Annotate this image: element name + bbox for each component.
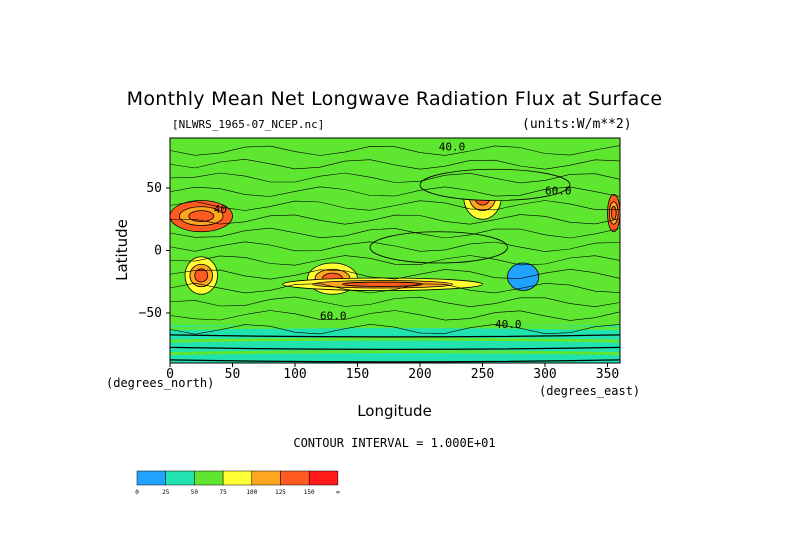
chart-title: Monthly Mean Net Longwave Radiation Flux… [126, 88, 663, 110]
contour-line-6 [170, 227, 620, 239]
colorbar: 0 25 50 75 100 125 150 ∞ [135, 470, 340, 496]
x-tick-label-6: 300 [533, 367, 556, 382]
colorbar-label-6: 150 [304, 489, 315, 496]
region-10-stripe-2 [170, 337, 620, 343]
region-8 [369, 231, 508, 264]
y-unit-label: (degrees_north) [106, 376, 215, 390]
colorbar-label-5: 125 [275, 489, 286, 496]
region-3-core [610, 206, 617, 220]
colorbar-label-7: ∞ [336, 489, 340, 496]
region-10-stripe-4 [170, 350, 620, 356]
contour-label-4: 40.0 [495, 318, 522, 331]
plot-area: 40.0 40 60.0 60.0 40.0 [170, 138, 620, 363]
colorbar-swatch-1 [165, 470, 195, 486]
x-tick-label-4: 200 [408, 367, 431, 382]
region-4-core [194, 268, 209, 283]
contour-interval-label: CONTOUR INTERVAL = 1.000E+01 [293, 436, 496, 450]
contour-label-3: 60.0 [320, 309, 347, 322]
contour-line-1 [170, 158, 620, 170]
dataset-name: [NLWRS_1965-07_NCEP.nc] [172, 118, 325, 131]
contour-line-8 [170, 255, 620, 266]
x-tick-label-7: 350 [596, 367, 619, 382]
contour-line-11 [170, 296, 620, 308]
x-tick-label-1: 50 [225, 367, 241, 382]
region-9 [419, 168, 571, 201]
x-tick-label-2: 100 [283, 367, 306, 382]
region-7 [507, 262, 540, 291]
colorbar-swatch-4 [251, 470, 281, 486]
colorbar-label-1: 25 [162, 489, 170, 496]
contour-line-5 [170, 214, 620, 225]
contour-line-12 [170, 310, 620, 321]
region-10 [170, 325, 620, 363]
contour-line-4 [170, 200, 620, 211]
units-label: (units:W/m**2) [522, 117, 632, 132]
contour-line-3 [170, 186, 620, 197]
x-tick-label-0: 0 [166, 367, 174, 382]
region-6-core [342, 281, 423, 287]
colorbar-label-3: 75 [219, 489, 227, 496]
region-10-stripe-1 [170, 334, 620, 338]
x-unit-label: (degrees_east) [539, 384, 641, 398]
contour-label-2: 60.0 [545, 184, 572, 197]
colorbar-swatch-0 [136, 470, 166, 486]
colorbar-swatch-2 [194, 470, 224, 486]
colorbar-swatch-5 [280, 470, 310, 486]
x-axis-label: Longitude [357, 402, 432, 420]
region-10-stripe-5 [170, 359, 620, 363]
colorbar-label-4: 100 [246, 489, 257, 496]
contour-label-0: 40.0 [439, 141, 466, 154]
y-tick-label-0: 50 [146, 181, 162, 196]
contour-line-9 [170, 268, 620, 280]
x-tick-label-5: 250 [471, 367, 494, 382]
colorbar-swatch-6 [308, 470, 339, 486]
x-tick-label-3: 150 [346, 367, 369, 382]
colorbar-label-0: 0 [135, 489, 139, 496]
y-tick-label-1: 0 [154, 244, 162, 259]
contour-line-2 [170, 172, 620, 184]
contour-line-0 [170, 145, 620, 156]
contour-line-10 [170, 282, 620, 294]
axes: 0 50 100 150 200 250 300 350 50 0 −50 [139, 181, 620, 382]
contour-line-7 [170, 241, 620, 252]
colorbar-swatch-3 [222, 470, 253, 486]
y-tick-label-2: −50 [139, 306, 162, 321]
region-1-core [188, 210, 215, 222]
contour-line-13 [170, 323, 620, 335]
colorbar-label-2: 50 [191, 489, 199, 496]
contour-label-1: 40 [214, 203, 227, 216]
region-10-stripe-3 [170, 346, 620, 350]
